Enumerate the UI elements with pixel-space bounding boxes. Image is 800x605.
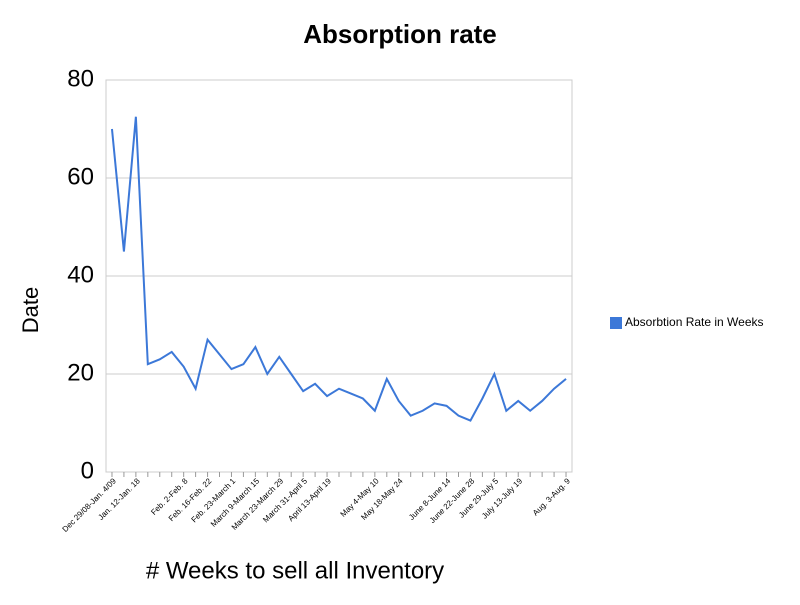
- data-line: [110, 116, 567, 422]
- y-tick-label: 60: [67, 163, 94, 190]
- x-axis-label: # Weeks to sell all Inventory: [146, 557, 444, 584]
- y-tick-label: 0: [81, 457, 94, 484]
- y-tick-label: 20: [67, 359, 94, 386]
- legend-swatch: [610, 317, 622, 329]
- y-axis-label: Date: [18, 287, 43, 333]
- y-tick-label: 40: [67, 261, 94, 288]
- legend-label: Absorbtion Rate in Weeks: [625, 315, 764, 329]
- y-tick-label: 80: [67, 65, 94, 92]
- chart-title: Absorption rate: [303, 19, 497, 49]
